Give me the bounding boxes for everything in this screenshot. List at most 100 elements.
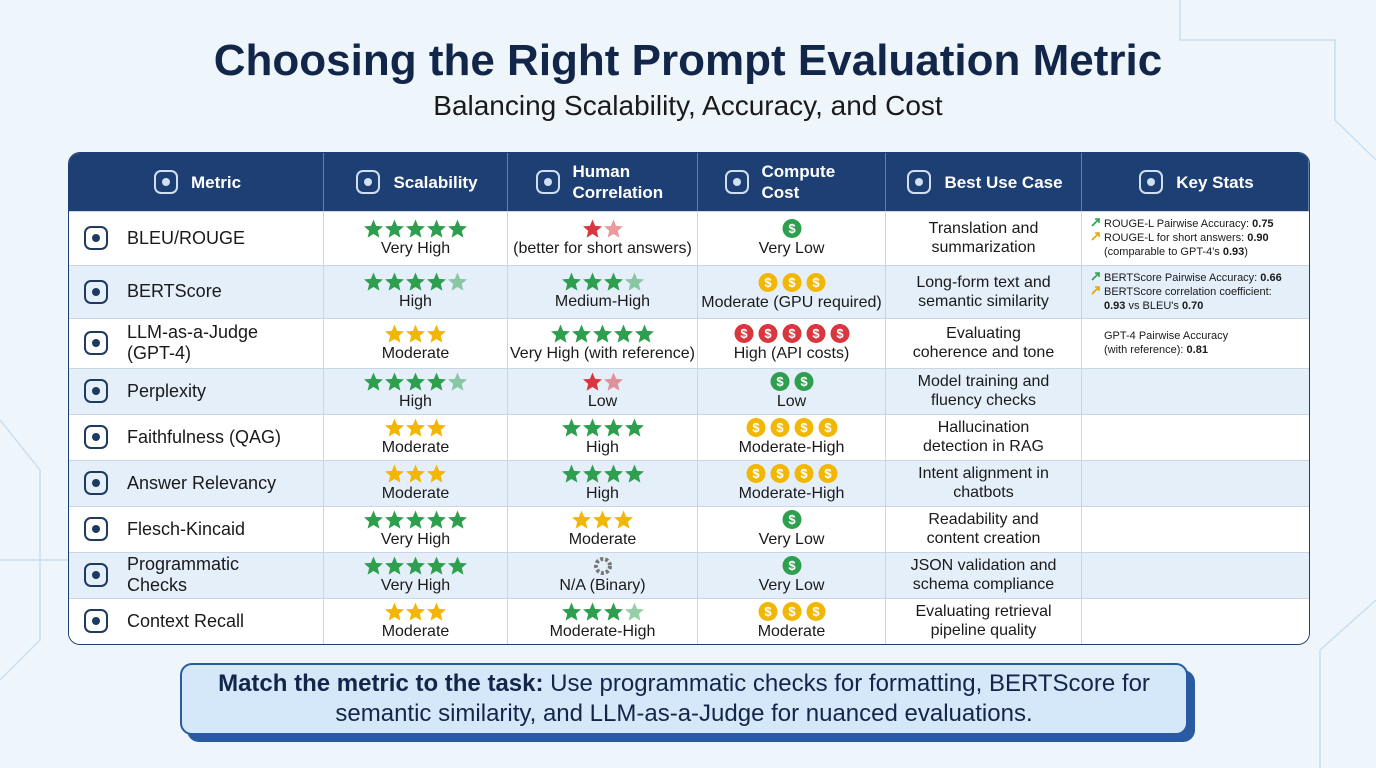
star bbox=[614, 510, 633, 529]
cost-label: Low bbox=[776, 393, 807, 410]
header-label: Compute Cost bbox=[761, 162, 836, 202]
icon-dot bbox=[915, 178, 924, 186]
stars bbox=[561, 418, 644, 437]
star bbox=[427, 372, 446, 391]
rating-label: Moderate bbox=[381, 344, 450, 362]
coin bbox=[818, 464, 837, 483]
stat-text: 0.93 bbox=[1222, 246, 1245, 258]
star bbox=[603, 272, 623, 291]
star bbox=[364, 372, 383, 391]
icon-dot bbox=[1147, 178, 1156, 186]
header-cell: Best Use Case bbox=[886, 153, 1082, 211]
star bbox=[385, 510, 404, 529]
header-label: Metric bbox=[190, 172, 242, 192]
stat-line: BERTScore Pairwise Accuracy: 0.66 bbox=[1090, 271, 1282, 285]
star bbox=[427, 418, 446, 437]
star bbox=[406, 602, 425, 621]
table: Metric Scalability Human Correlation Comput… bbox=[68, 152, 1310, 645]
coins: $ bbox=[782, 510, 801, 529]
star bbox=[603, 372, 623, 391]
cell: Context Recall bbox=[69, 598, 324, 644]
cell: Answer Relevancy bbox=[69, 460, 324, 506]
star bbox=[385, 219, 404, 238]
stat-text: (with reference): bbox=[1104, 344, 1187, 356]
arrow bbox=[1091, 271, 1100, 281]
icon-shape bbox=[356, 170, 381, 194]
cell: Evaluating coherence and tone bbox=[886, 318, 1082, 368]
icon-dot bbox=[364, 178, 373, 186]
cell: High bbox=[324, 265, 508, 318]
stars bbox=[385, 418, 446, 437]
footer-rest: Use programmatic checks for formatting, … bbox=[335, 670, 1150, 727]
stat-line: (with reference): 0.81 bbox=[1090, 343, 1208, 357]
star bbox=[561, 464, 581, 483]
coins: $ $ $ $ bbox=[746, 418, 837, 437]
icon bbox=[356, 170, 381, 194]
star bbox=[603, 219, 623, 238]
coin-symbol: $ bbox=[764, 275, 772, 290]
header-cell: Human Correlation bbox=[508, 153, 698, 211]
use-case: Evaluating retrieval pipeline quality bbox=[915, 603, 1052, 639]
cell: $ $ $ $ Moderate-High bbox=[698, 460, 886, 506]
coins: $ $ $ bbox=[758, 272, 825, 292]
cell: (better for short answers) bbox=[508, 211, 698, 265]
star bbox=[385, 556, 404, 575]
coin-symbol: $ bbox=[776, 420, 784, 435]
icon bbox=[724, 170, 749, 194]
coin-symbol: $ bbox=[812, 604, 820, 619]
coin bbox=[830, 324, 849, 343]
star bbox=[385, 464, 404, 483]
icon-dot bbox=[543, 178, 552, 186]
coin bbox=[770, 372, 789, 391]
star bbox=[448, 272, 467, 291]
coin-symbol: $ bbox=[836, 326, 844, 341]
stat-text: 0.93 bbox=[1104, 299, 1126, 312]
coin-symbol: $ bbox=[824, 420, 832, 435]
icon-shape bbox=[84, 226, 108, 250]
coin bbox=[794, 372, 813, 391]
stat-text: BERTScore Pairwise Accuracy: bbox=[1104, 271, 1261, 284]
coin bbox=[782, 510, 801, 529]
stat-line: (comparable to GPT-4's 0.93) bbox=[1090, 245, 1248, 259]
star bbox=[427, 602, 446, 621]
cell: Model training and fluency checks bbox=[886, 368, 1082, 414]
cell bbox=[1082, 598, 1309, 644]
coin bbox=[806, 602, 825, 621]
stars bbox=[582, 372, 623, 391]
coin-symbol: $ bbox=[812, 326, 820, 341]
coin bbox=[818, 418, 837, 437]
icon bbox=[84, 563, 108, 587]
stat-text: GPT-4 Pairwise Accuracy bbox=[1104, 330, 1229, 342]
row-bg bbox=[69, 460, 1309, 506]
stat-line: GPT-4 Pairwise Accuracy bbox=[1090, 329, 1228, 343]
icon bbox=[84, 279, 108, 304]
stat-text: 0.70 bbox=[1181, 299, 1204, 312]
coin-symbol: $ bbox=[788, 275, 796, 290]
star bbox=[448, 556, 467, 575]
cell: Medium-High bbox=[508, 265, 698, 318]
cost-label: Very Low bbox=[758, 577, 825, 594]
cell: High bbox=[324, 368, 508, 414]
subtitle: Balancing Scalability, Accuracy, and Cos… bbox=[433, 90, 943, 121]
star bbox=[406, 418, 425, 437]
icon-shape bbox=[84, 331, 108, 355]
icon bbox=[84, 331, 108, 355]
coin-symbol: $ bbox=[788, 512, 796, 527]
icon-dot bbox=[92, 339, 100, 347]
star bbox=[385, 418, 404, 437]
stars bbox=[364, 372, 467, 391]
icon-shape bbox=[84, 563, 108, 587]
arrow bbox=[1091, 285, 1100, 295]
metric-name: Programmatic Checks bbox=[127, 554, 240, 595]
row-bg bbox=[69, 506, 1309, 552]
star bbox=[561, 272, 581, 291]
cell: GPT-4 Pairwise Accuracy (with reference):… bbox=[1082, 318, 1309, 368]
star bbox=[427, 464, 446, 483]
star bbox=[406, 219, 425, 238]
star bbox=[385, 602, 404, 621]
use-case: Translation and summarization bbox=[928, 220, 1039, 256]
metric-name: BERTScore bbox=[127, 281, 222, 301]
stars bbox=[561, 272, 644, 291]
cell: $ $ $ $ $ High (API costs) bbox=[698, 318, 886, 368]
